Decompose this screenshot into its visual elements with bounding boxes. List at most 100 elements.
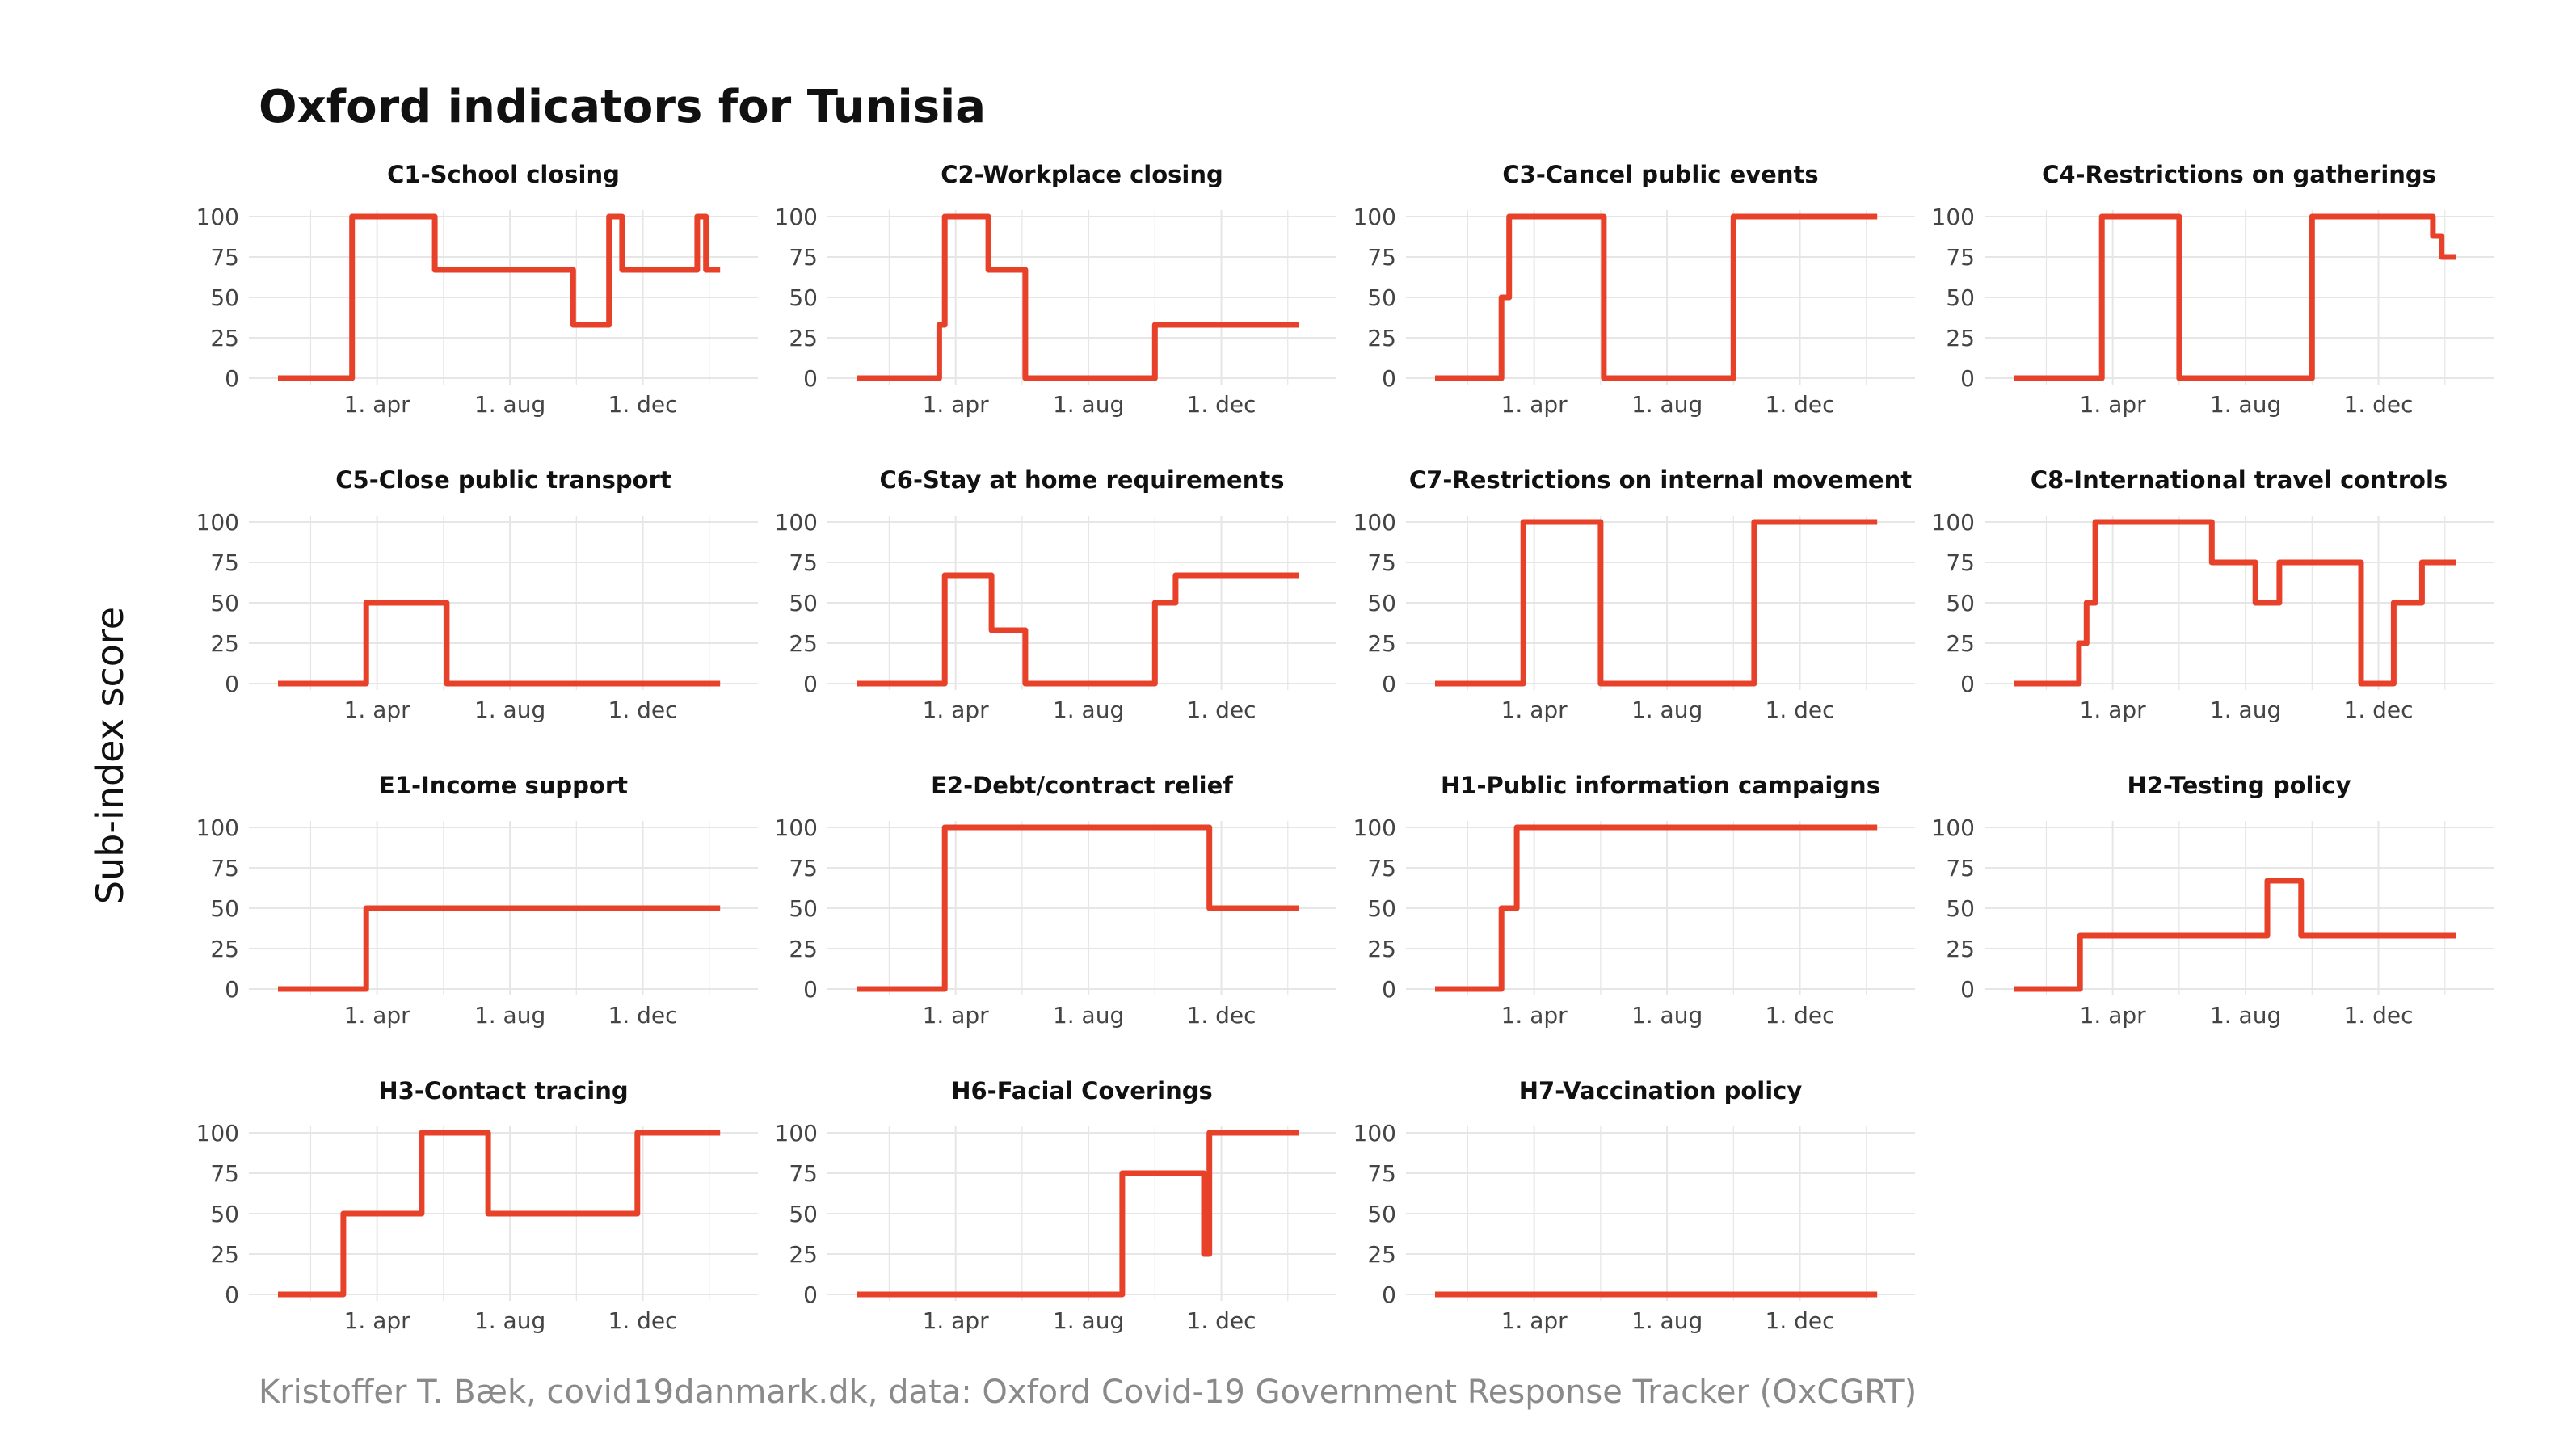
y-tick-label: 50 [210, 895, 239, 922]
x-tick-label: 1. dec [2344, 1002, 2414, 1029]
y-tick-label: 50 [1946, 895, 1975, 922]
y-tick-label: 75 [210, 1160, 239, 1187]
series-line [1435, 824, 1878, 992]
series-line [278, 600, 721, 687]
x-tick-label: 1. dec [1766, 391, 1835, 418]
x-tick-label: 1. apr [344, 1002, 411, 1029]
y-tick-label: 100 [1932, 814, 1975, 841]
y-tick-label: 25 [210, 630, 239, 657]
x-tick-label: 1. dec [1766, 697, 1835, 723]
panel-title: E2-Debt/contract relief [931, 772, 1233, 799]
y-tick-label: 50 [789, 1201, 818, 1227]
y-tick-label: 75 [789, 549, 818, 576]
y-tick-label: 75 [1367, 1160, 1396, 1187]
y-tick-label: 75 [1367, 244, 1396, 271]
y-tick-label: 50 [789, 895, 818, 922]
x-tick-label: 1. aug [1053, 697, 1124, 723]
y-tick-label: 75 [789, 855, 818, 882]
panel-title: H6-Facial Coverings [951, 1077, 1213, 1105]
y-tick-label: 25 [210, 936, 239, 962]
y-tick-label: 0 [225, 976, 239, 1003]
x-tick-label: 1. aug [1631, 1002, 1703, 1029]
x-tick-label: 1. aug [474, 1307, 545, 1334]
y-tick-label: 25 [1367, 1241, 1396, 1268]
y-tick-label: 75 [789, 244, 818, 271]
x-tick-label: 1. apr [344, 391, 411, 418]
y-tick-label: 0 [1382, 365, 1396, 392]
x-tick-label: 1. aug [2210, 697, 2281, 723]
x-tick-label: 1. aug [1631, 697, 1703, 723]
panel-title: H3-Contact tracing [378, 1077, 628, 1105]
panel-title: C4-Restrictions on gatherings [2042, 161, 2436, 188]
y-tick-label: 0 [1382, 671, 1396, 697]
y-tick-label: 50 [1946, 284, 1975, 311]
y-tick-label: 100 [196, 1120, 239, 1147]
y-tick-label: 25 [789, 325, 818, 351]
panel-title: H2-Testing policy [2127, 772, 2351, 799]
x-tick-label: 1. dec [1187, 1002, 1256, 1029]
y-tick-label: 0 [803, 365, 818, 392]
panel-title: C5-Close public transport [335, 466, 671, 494]
y-tick-label: 50 [210, 284, 239, 311]
y-tick-label: 100 [775, 204, 818, 230]
x-tick-label: 1. apr [1501, 1307, 1568, 1334]
x-tick-label: 1. aug [1053, 1002, 1124, 1029]
y-tick-label: 100 [775, 1120, 818, 1147]
x-tick-label: 1. aug [474, 697, 545, 723]
x-tick-label: 1. apr [1501, 697, 1568, 723]
y-tick-label: 100 [1932, 509, 1975, 536]
series-line [1435, 213, 1878, 381]
series-line [278, 905, 721, 992]
y-tick-label: 25 [1367, 936, 1396, 962]
y-tick-label: 100 [1353, 814, 1396, 841]
x-tick-label: 1. dec [608, 1002, 678, 1029]
series-line [857, 824, 1299, 992]
y-tick-label: 25 [789, 630, 818, 657]
series-line [278, 1130, 721, 1298]
y-tick-label: 100 [1353, 1120, 1396, 1147]
panel-title: C1-School closing [387, 161, 620, 188]
x-tick-label: 1. aug [1053, 1307, 1124, 1334]
chart-title: Oxford indicators for Tunisia [259, 81, 987, 133]
y-tick-label: 0 [1960, 671, 1975, 697]
x-tick-label: 1. apr [2080, 697, 2147, 723]
y-tick-label: 50 [1367, 895, 1396, 922]
y-tick-label: 0 [1960, 365, 1975, 392]
y-tick-label: 100 [196, 814, 239, 841]
y-tick-label: 25 [1946, 325, 1975, 351]
x-tick-label: 1. aug [2210, 391, 2281, 418]
panel-title: C6-Stay at home requirements [880, 466, 1285, 494]
x-tick-label: 1. dec [1187, 391, 1256, 418]
y-tick-label: 100 [196, 509, 239, 536]
panel-title: H1-Public information campaigns [1441, 772, 1880, 799]
x-tick-label: 1. apr [1501, 1002, 1568, 1029]
panel-title: C2-Workplace closing [941, 161, 1223, 188]
y-tick-label: 0 [1960, 976, 1975, 1003]
y-tick-label: 75 [210, 549, 239, 576]
x-tick-label: 1. dec [1187, 697, 1256, 723]
y-tick-label: 75 [789, 1160, 818, 1187]
y-tick-label: 0 [225, 671, 239, 697]
panel-title: H7-Vaccination policy [1519, 1077, 1803, 1105]
y-tick-label: 50 [789, 284, 818, 311]
y-tick-label: 100 [775, 509, 818, 536]
y-tick-label: 25 [210, 325, 239, 351]
series-line [2014, 213, 2456, 381]
y-tick-label: 50 [1946, 590, 1975, 617]
y-tick-label: 50 [1367, 1201, 1396, 1227]
x-tick-label: 1. dec [2344, 697, 2414, 723]
y-tick-label: 0 [803, 1282, 818, 1308]
y-tick-label: 75 [210, 244, 239, 271]
y-tick-label: 50 [210, 590, 239, 617]
y-tick-label: 25 [210, 1241, 239, 1268]
y-tick-label: 75 [210, 855, 239, 882]
y-tick-label: 50 [1367, 590, 1396, 617]
y-tick-label: 25 [789, 1241, 818, 1268]
y-tick-label: 100 [1932, 204, 1975, 230]
x-tick-label: 1. aug [2210, 1002, 2281, 1029]
x-tick-label: 1. apr [923, 697, 990, 723]
x-tick-label: 1. apr [2080, 391, 2147, 418]
series-line [1435, 519, 1878, 687]
y-tick-label: 50 [210, 1201, 239, 1227]
